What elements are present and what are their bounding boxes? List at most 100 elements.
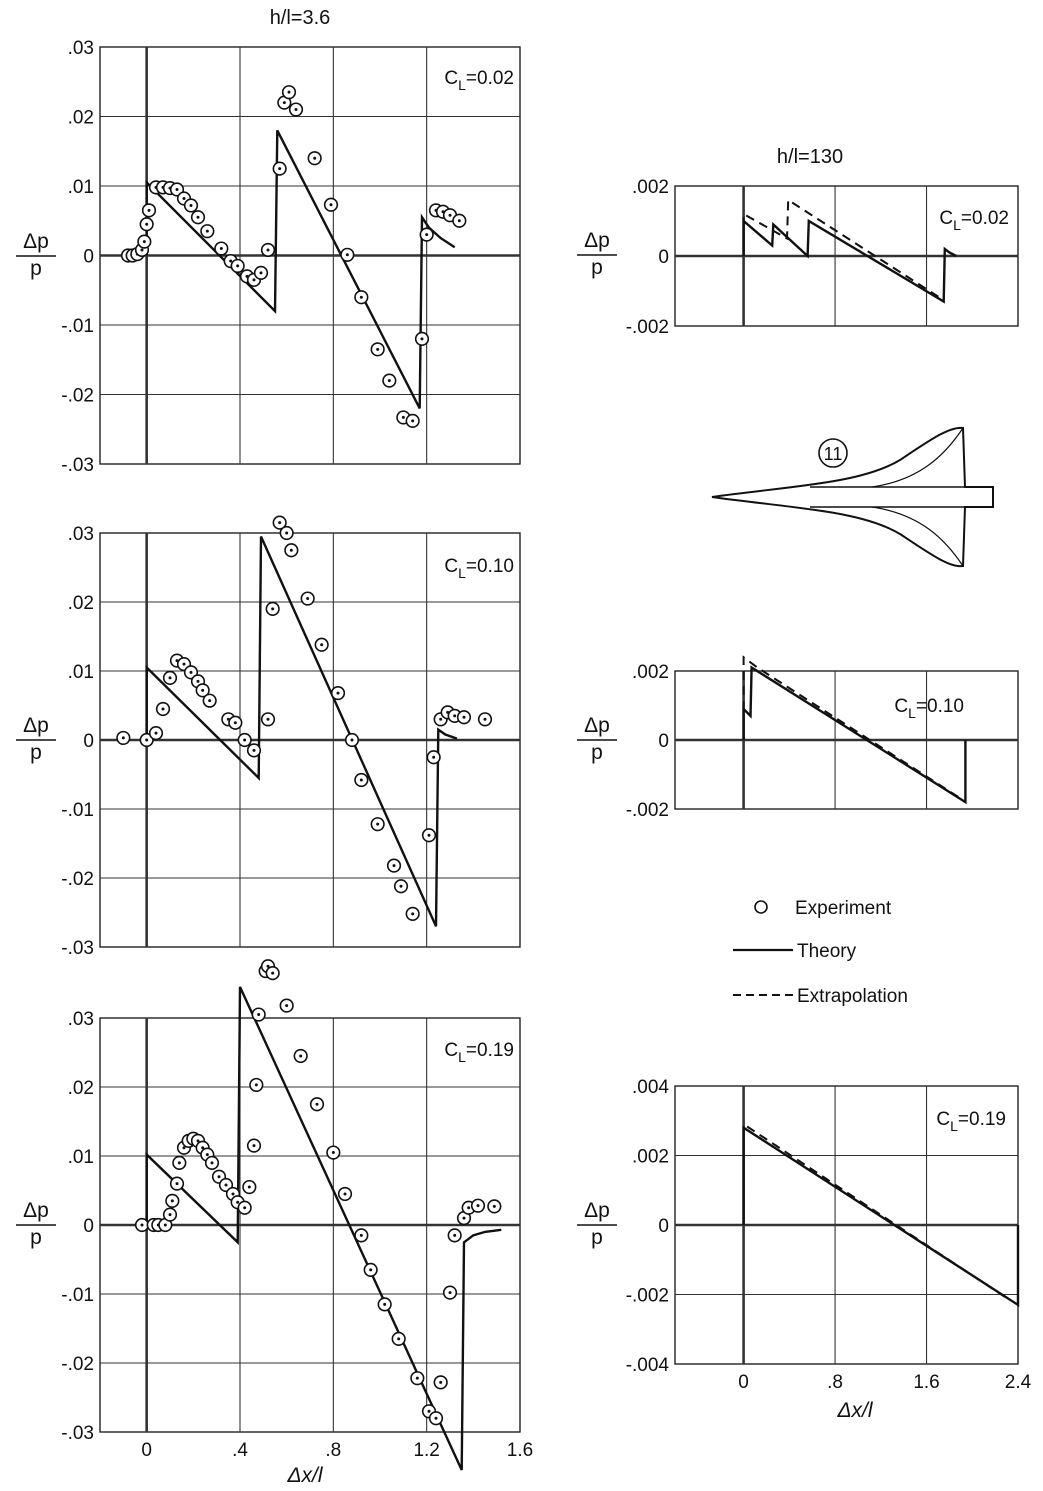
y-axis-label-num: Δp bbox=[23, 714, 49, 737]
y-axis-label-num: Δp bbox=[23, 1199, 49, 1222]
experiment-point bbox=[251, 1007, 266, 1022]
y-tick-label: -.01 bbox=[61, 316, 94, 337]
y-axis-label: Δp p bbox=[577, 714, 617, 764]
experiment-point bbox=[228, 715, 243, 730]
experiment-point bbox=[354, 1228, 369, 1243]
y-tick-label: .01 bbox=[68, 177, 94, 198]
y-axis-label: Δp p bbox=[16, 230, 56, 280]
y-tick-label: .03 bbox=[68, 38, 94, 59]
y-tick-label: .002 bbox=[632, 662, 669, 683]
experiment-point bbox=[202, 693, 217, 708]
theory-line bbox=[742, 1125, 1020, 1308]
header-right: h/l=130 bbox=[777, 146, 843, 168]
y-tick-label: -.004 bbox=[626, 1355, 670, 1376]
x-tick-label: 0 bbox=[738, 1372, 749, 1393]
legend-extrapolation-label: Extrapolation bbox=[797, 986, 908, 1007]
y-tick-label: .01 bbox=[68, 1147, 94, 1168]
y-axis-label-den: p bbox=[30, 1226, 42, 1249]
cl-label: CL=0.10 bbox=[894, 696, 964, 721]
experiment-point bbox=[279, 525, 294, 541]
y-tick-label: .02 bbox=[68, 593, 94, 614]
y-axis-label: Δp p bbox=[16, 1199, 56, 1249]
theory-line bbox=[145, 129, 456, 409]
theory-line bbox=[742, 665, 967, 805]
experiment-point bbox=[354, 772, 369, 788]
experiment-point bbox=[391, 1331, 406, 1346]
experiment-point bbox=[307, 151, 322, 166]
chart-right-cl010: -.002 0 .002 Δp p CL=0.10 bbox=[577, 655, 1019, 821]
experiment-point bbox=[162, 1207, 178, 1222]
experiment-point bbox=[314, 637, 329, 652]
y-tick-label: -.002 bbox=[626, 1286, 669, 1307]
experiment-point bbox=[326, 1145, 341, 1160]
experiment-point bbox=[279, 998, 294, 1013]
experiment-point bbox=[330, 685, 346, 701]
y-tick-label: -.02 bbox=[61, 1354, 94, 1375]
experiment-point bbox=[428, 1411, 444, 1426]
y-tick-label: -.002 bbox=[626, 800, 669, 821]
experiment-point bbox=[284, 543, 299, 558]
header-left: h/l=3.6 bbox=[270, 7, 331, 29]
y-tick-label: 0 bbox=[658, 247, 669, 268]
x-axis-label-left: Δx/l bbox=[286, 1464, 323, 1487]
experiment-point bbox=[195, 683, 210, 698]
experiment-point bbox=[433, 1375, 448, 1390]
experiment-point bbox=[426, 750, 441, 765]
y-tick-label: -.002 bbox=[626, 317, 669, 338]
legend-experiment-marker-icon bbox=[754, 900, 768, 914]
y-tick-label: 0 bbox=[83, 247, 94, 268]
y-tick-label: .03 bbox=[68, 524, 94, 545]
experiment-point bbox=[139, 217, 154, 232]
y-axis-label-den: p bbox=[591, 1226, 603, 1249]
y-tick-label: -.03 bbox=[61, 455, 94, 476]
experiment-point bbox=[442, 1285, 458, 1300]
experiment-point bbox=[162, 670, 178, 686]
x-tick-label: 1.6 bbox=[913, 1372, 939, 1393]
experiment-point bbox=[470, 1198, 486, 1213]
y-tick-label: .004 bbox=[632, 1077, 669, 1098]
experiment-point bbox=[230, 258, 245, 274]
y-tick-label: -.03 bbox=[61, 938, 94, 959]
x-tick-label: 0 bbox=[141, 1440, 152, 1461]
x-tick-label: .4 bbox=[232, 1440, 248, 1461]
experiment-point bbox=[354, 290, 369, 305]
experiment-point bbox=[337, 1186, 353, 1202]
experiment-point bbox=[141, 203, 157, 218]
experiment-point bbox=[134, 1217, 150, 1233]
experiment-point bbox=[246, 1138, 262, 1153]
experiment-point bbox=[237, 1200, 252, 1215]
legend: Experiment Theory Extrapolation bbox=[733, 898, 908, 1007]
y-tick-label: -.01 bbox=[61, 1285, 94, 1306]
theory-line bbox=[145, 536, 458, 927]
y-tick-label: .02 bbox=[68, 1078, 94, 1099]
experiment-point bbox=[169, 1176, 185, 1191]
experiment-point bbox=[183, 198, 199, 213]
y-tick-label: .01 bbox=[68, 662, 94, 683]
y-tick-label: -.01 bbox=[61, 800, 94, 821]
experiment-point bbox=[456, 710, 472, 725]
experiment-point bbox=[272, 515, 287, 530]
cl-label: CL=0.19 bbox=[936, 1109, 1006, 1134]
experiment-point bbox=[172, 1155, 187, 1170]
experiment-point bbox=[370, 817, 385, 832]
chart-left-cl002: -.03 -.02 -.01 0 .01 .02 .03 Δp p CL=0.02 bbox=[16, 38, 521, 476]
experiment-point bbox=[155, 701, 171, 717]
y-tick-label: .002 bbox=[632, 177, 669, 198]
x-tick-label: 2.4 bbox=[1005, 1372, 1032, 1393]
chart-right-cl002: -.002 0 .002 Δp p CL=0.02 bbox=[577, 177, 1019, 338]
theory-line bbox=[742, 218, 957, 304]
chart-left-cl019: 0 .4 .8 1.2 1.6 -.03 -.02 -.01 0 .01 .02 .03 Δp p CL=0… bbox=[16, 959, 533, 1471]
experiment-point bbox=[165, 1193, 180, 1208]
experiment-point bbox=[200, 224, 215, 239]
x-tick-label: .8 bbox=[827, 1372, 843, 1393]
experiment-point bbox=[246, 743, 262, 758]
experiment-point bbox=[265, 966, 280, 981]
experiment-point bbox=[487, 1199, 502, 1214]
extrapolation-line bbox=[742, 198, 941, 299]
experiment-point bbox=[477, 712, 493, 727]
experiment-point bbox=[323, 197, 339, 212]
experiment-point bbox=[363, 1262, 378, 1277]
y-tick-label: 0 bbox=[83, 1216, 94, 1237]
cl-label: CL=0.19 bbox=[444, 1040, 514, 1065]
